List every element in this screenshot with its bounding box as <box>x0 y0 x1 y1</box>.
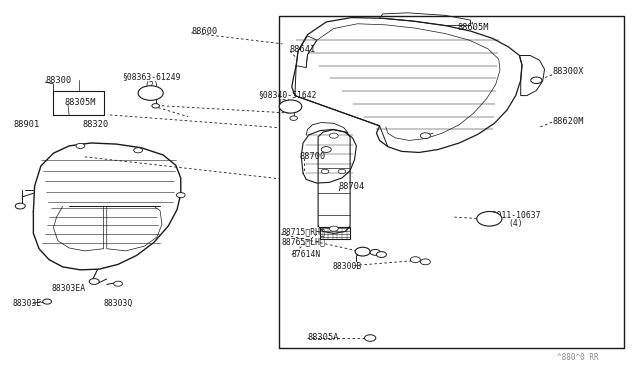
Text: S: S <box>287 101 294 111</box>
Text: 88300X: 88300X <box>552 67 584 76</box>
Text: 88901: 88901 <box>14 119 40 128</box>
Circle shape <box>152 104 159 108</box>
Circle shape <box>376 251 387 257</box>
Text: 88303EA: 88303EA <box>52 283 86 292</box>
Circle shape <box>321 169 329 174</box>
Text: 88704: 88704 <box>339 182 365 191</box>
Text: 88305M: 88305M <box>64 98 95 107</box>
Circle shape <box>279 100 302 113</box>
Circle shape <box>330 133 338 138</box>
Text: 88303Q: 88303Q <box>104 299 133 308</box>
Circle shape <box>15 203 25 209</box>
Text: (2): (2) <box>145 81 159 90</box>
Text: 88605M: 88605M <box>458 23 490 32</box>
Circle shape <box>365 335 376 341</box>
Circle shape <box>370 250 380 255</box>
Text: §08340-51642: §08340-51642 <box>259 90 317 99</box>
Text: (4): (4) <box>508 219 523 228</box>
Text: N: N <box>486 214 492 224</box>
Circle shape <box>531 77 542 84</box>
Text: 88641: 88641 <box>290 45 316 54</box>
Text: 88715〈RH〉: 88715〈RH〉 <box>281 227 325 236</box>
Text: §08363-61249: §08363-61249 <box>122 72 181 81</box>
Circle shape <box>355 247 370 256</box>
Circle shape <box>321 147 332 153</box>
Circle shape <box>138 86 163 100</box>
Circle shape <box>43 299 52 304</box>
Text: 88320: 88320 <box>83 119 109 128</box>
Circle shape <box>420 133 430 139</box>
Text: 87614N: 87614N <box>292 250 321 259</box>
Circle shape <box>477 212 502 226</box>
Circle shape <box>410 257 420 263</box>
Text: 88765〈LH〉: 88765〈LH〉 <box>281 237 325 246</box>
Text: ⓝ08911-10637: ⓝ08911-10637 <box>483 210 541 219</box>
Circle shape <box>89 279 99 285</box>
Text: 88300: 88300 <box>45 76 72 85</box>
Circle shape <box>177 193 185 198</box>
Text: 88305A: 88305A <box>307 333 339 342</box>
Circle shape <box>114 281 122 286</box>
Text: 88303E: 88303E <box>13 299 42 308</box>
Text: ^880^0 RR: ^880^0 RR <box>557 353 598 362</box>
Circle shape <box>330 226 338 231</box>
Text: (2): (2) <box>277 99 292 108</box>
Circle shape <box>420 259 430 265</box>
Text: 88300B: 88300B <box>333 262 362 271</box>
Text: S: S <box>148 88 154 98</box>
Text: 88700: 88700 <box>300 152 326 161</box>
Text: 88600: 88600 <box>191 26 218 36</box>
Text: 88620M: 88620M <box>552 116 584 126</box>
Circle shape <box>338 169 346 174</box>
Circle shape <box>76 143 85 148</box>
Circle shape <box>134 148 143 153</box>
Circle shape <box>290 116 298 121</box>
